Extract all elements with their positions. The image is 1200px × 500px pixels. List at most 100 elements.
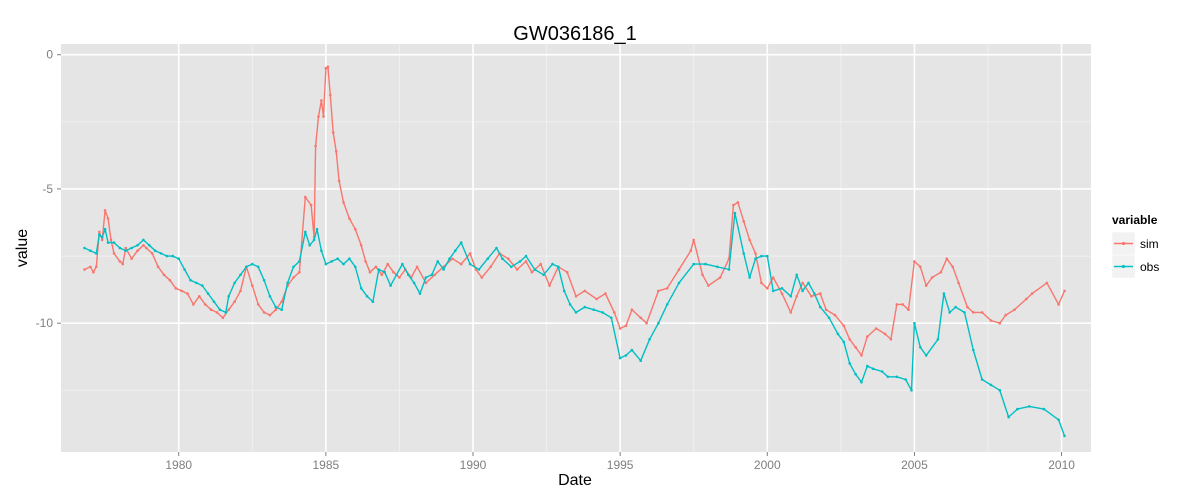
data-point-obs bbox=[518, 260, 522, 263]
data-point-sim bbox=[348, 217, 351, 220]
data-point-sim bbox=[309, 203, 313, 207]
data-point-obs bbox=[95, 252, 98, 255]
data-point-obs bbox=[430, 273, 434, 277]
data-point-obs bbox=[601, 311, 604, 314]
legend-label-sim: sim bbox=[1140, 237, 1159, 251]
data-point-obs bbox=[789, 295, 793, 298]
data-point-obs bbox=[807, 281, 810, 285]
data-point-sim bbox=[256, 303, 260, 306]
data-point-obs bbox=[124, 249, 127, 252]
data-point-obs bbox=[315, 227, 319, 231]
data-point-sim bbox=[989, 319, 993, 322]
data-point-obs bbox=[486, 257, 490, 261]
data-point-sim bbox=[326, 65, 330, 69]
data-point-sim bbox=[480, 276, 484, 279]
data-point-sim bbox=[130, 257, 133, 261]
data-point-sim bbox=[337, 179, 341, 183]
data-point-sim bbox=[907, 308, 910, 312]
y-tick-label: 0 bbox=[46, 48, 53, 62]
data-point-obs bbox=[286, 281, 289, 285]
data-point-sim bbox=[239, 289, 242, 293]
data-point-obs bbox=[989, 383, 993, 387]
data-point-obs bbox=[665, 303, 669, 306]
data-point-sim bbox=[121, 262, 125, 266]
data-point-obs bbox=[813, 292, 816, 295]
data-point-obs bbox=[1063, 434, 1066, 438]
data-point-sim bbox=[701, 273, 704, 277]
data-point-obs bbox=[980, 378, 984, 381]
data-point-obs bbox=[618, 356, 622, 360]
data-point-sim bbox=[221, 316, 225, 320]
data-point-sim bbox=[274, 308, 278, 312]
data-point-obs bbox=[424, 276, 428, 279]
data-point-sim bbox=[833, 313, 837, 317]
data-point-obs bbox=[583, 305, 587, 309]
data-point-sim bbox=[618, 327, 622, 330]
data-point-sim bbox=[1004, 313, 1007, 317]
data-point-obs bbox=[639, 359, 642, 363]
data-point-obs bbox=[165, 254, 169, 258]
data-point-sim bbox=[742, 219, 745, 223]
data-point-sim bbox=[766, 287, 769, 290]
data-point-sim bbox=[109, 238, 113, 242]
data-point-obs bbox=[83, 246, 86, 250]
data-point-sim bbox=[198, 295, 201, 298]
data-point-sim bbox=[810, 295, 813, 298]
data-point-sim bbox=[174, 287, 178, 290]
data-point-sim bbox=[92, 270, 95, 274]
data-point-sim bbox=[150, 252, 154, 255]
data-point-sim bbox=[866, 335, 869, 338]
data-point-sim bbox=[324, 66, 328, 70]
x-tick-label: 2000 bbox=[754, 458, 781, 472]
data-point-obs bbox=[304, 230, 307, 234]
data-point-sim bbox=[848, 338, 851, 341]
data-point-sim bbox=[530, 270, 534, 274]
data-point-sim bbox=[895, 303, 899, 306]
data-point-obs bbox=[733, 211, 737, 215]
data-point-obs bbox=[136, 244, 139, 247]
data-point-obs bbox=[320, 249, 323, 252]
data-point-obs bbox=[610, 316, 613, 320]
data-point-obs bbox=[524, 254, 528, 258]
data-point-sim bbox=[677, 268, 681, 271]
data-point-obs bbox=[742, 252, 745, 255]
legend: variable sim obs bbox=[1111, 213, 1159, 279]
data-point-sim bbox=[930, 276, 934, 279]
data-point-sim bbox=[142, 244, 145, 247]
data-point-sim bbox=[901, 303, 904, 306]
data-point-obs bbox=[130, 246, 133, 250]
series-obs bbox=[83, 211, 1066, 438]
data-point-obs bbox=[848, 362, 851, 365]
data-point-sim bbox=[329, 93, 332, 97]
data-point-sim bbox=[1013, 308, 1016, 312]
data-point-sim bbox=[209, 308, 213, 312]
data-point-obs bbox=[880, 370, 884, 373]
data-point-obs bbox=[268, 295, 272, 298]
data-point-obs bbox=[624, 354, 628, 357]
data-point-obs bbox=[780, 287, 784, 290]
data-point-sim bbox=[515, 268, 519, 271]
data-point-sim bbox=[665, 287, 669, 290]
data-point-sim bbox=[1030, 292, 1034, 295]
data-point-obs bbox=[336, 257, 339, 261]
data-point-sim bbox=[186, 292, 189, 295]
data-point-sim bbox=[1045, 281, 1049, 285]
data-point-sim bbox=[604, 292, 607, 295]
data-point-sim bbox=[304, 195, 307, 199]
y-tick-label: -10 bbox=[36, 316, 54, 330]
data-point-sim bbox=[657, 289, 660, 293]
series-layer bbox=[83, 65, 1066, 438]
data-point-sim bbox=[957, 281, 960, 285]
data-point-sim bbox=[145, 246, 148, 250]
data-point-sim bbox=[524, 260, 528, 263]
data-point-obs bbox=[819, 305, 822, 309]
data-point-obs bbox=[153, 249, 157, 252]
plot-panel bbox=[61, 44, 1091, 452]
grid-lines bbox=[61, 44, 1091, 452]
data-point-obs bbox=[118, 246, 122, 250]
data-point-obs bbox=[477, 268, 481, 271]
data-point-obs bbox=[913, 321, 916, 325]
data-point-sim bbox=[754, 252, 757, 255]
data-point-sim bbox=[386, 262, 390, 266]
